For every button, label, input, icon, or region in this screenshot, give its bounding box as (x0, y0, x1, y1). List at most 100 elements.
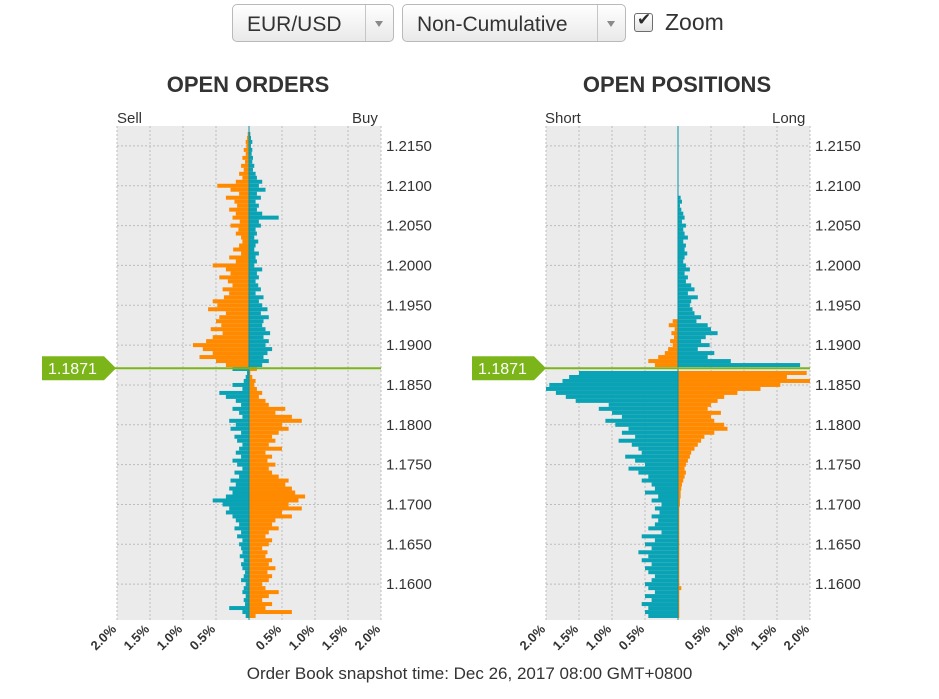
sell-bar (241, 235, 249, 240)
sell-bar (242, 414, 249, 419)
long-bar (678, 606, 680, 611)
sell-bar (234, 526, 249, 531)
buy-bar (249, 135, 251, 140)
short-bar (645, 582, 678, 587)
long-bar (678, 243, 686, 248)
short-bar (672, 319, 678, 324)
long-bar (678, 466, 685, 471)
short-bar (546, 386, 678, 391)
sell-bar (234, 470, 249, 475)
chevron-down-icon (607, 21, 615, 27)
sell-bar (199, 355, 249, 360)
short-bar (654, 486, 678, 491)
buy-bar (249, 458, 268, 463)
x-tick-label: 1.0% (715, 621, 747, 653)
currency-pair-dropdown-button[interactable] (365, 5, 393, 41)
sell-bar (242, 550, 249, 555)
long-bar (678, 458, 688, 463)
long-bar (678, 283, 692, 288)
short-bar (605, 418, 678, 423)
long-bar (678, 490, 681, 495)
short-bar (641, 478, 678, 483)
sell-bar (233, 247, 249, 252)
short-bar (648, 606, 678, 611)
short-bar (648, 359, 678, 364)
long-bar (678, 542, 680, 547)
sell-bar (235, 518, 249, 523)
buy-bar (249, 355, 264, 360)
sell-bar (227, 279, 249, 284)
sell-bar (212, 299, 249, 304)
short-bar (641, 534, 678, 539)
buy-bar (249, 255, 256, 260)
short-bar (638, 446, 678, 451)
sell-bar (219, 390, 249, 395)
sell-bar (234, 434, 249, 439)
y-tick-label: 1.1800 (386, 417, 432, 434)
short-bar (658, 518, 678, 523)
short-bar (549, 382, 678, 387)
buy-bar (249, 386, 257, 391)
sell-bar (241, 530, 249, 535)
sell-bar (242, 466, 249, 471)
buy-bar (249, 570, 268, 575)
buy-bar (249, 598, 263, 603)
short-bar (598, 406, 678, 411)
sell-bar (230, 187, 249, 192)
buy-bar (249, 602, 273, 607)
sell-bar (223, 295, 249, 300)
zoom-label[interactable]: Zoom (665, 9, 724, 35)
sell-bar (230, 223, 249, 228)
buy-bar (249, 594, 269, 599)
buy-bar (249, 311, 261, 316)
chart-mode-dropdown-button[interactable] (597, 5, 625, 41)
buy-bar (249, 590, 279, 595)
current-price-flag (42, 356, 116, 381)
x-tick-label: 1.0% (154, 621, 186, 653)
long-bar (678, 386, 761, 391)
sell-bar (245, 159, 249, 164)
buy-bar (249, 454, 273, 459)
long-bar (678, 418, 715, 423)
sell-bar (229, 506, 249, 511)
sell-bar (242, 442, 249, 447)
short-bar (631, 442, 678, 447)
sell-bar (232, 406, 249, 411)
long-bar (678, 474, 685, 479)
buy-bar (249, 371, 251, 375)
sell-bar (217, 303, 249, 308)
sell-bar (241, 430, 249, 435)
buy-bar (249, 351, 268, 356)
sell-bar (239, 554, 249, 559)
buy-bar (249, 374, 253, 379)
sell-bar (212, 351, 249, 356)
sell-bar (225, 394, 249, 399)
buy-bar (249, 614, 256, 619)
y-tick-label: 1.1950 (386, 297, 432, 314)
buy-bar (249, 295, 264, 300)
buy-bar (249, 522, 273, 527)
long-bar (678, 271, 685, 276)
sell-bar (225, 195, 249, 200)
zoom-checkbox[interactable]: ✔ (634, 10, 653, 32)
chart-mode-select[interactable]: Non-Cumulative (402, 4, 626, 42)
long-bar (678, 347, 698, 352)
x-tick-label: 0.5% (187, 621, 219, 653)
short-bar (562, 378, 678, 383)
sell-bar (239, 522, 249, 527)
sell-bar (245, 582, 249, 587)
buy-bar (249, 410, 276, 415)
short-bar (645, 566, 678, 571)
x-tick-label: 2.0% (517, 621, 549, 653)
sell-bar (243, 574, 249, 579)
short-bar (555, 390, 678, 395)
currency-pair-select[interactable]: EUR/USD (232, 4, 394, 42)
buy-bar (249, 530, 269, 535)
buy-bar (249, 422, 282, 427)
buy-bar (249, 299, 259, 304)
buy-bar (249, 267, 263, 272)
sell-bar (242, 239, 249, 244)
buy-bar (249, 550, 268, 555)
sell-bar (217, 183, 249, 188)
buy-bar (249, 514, 292, 519)
